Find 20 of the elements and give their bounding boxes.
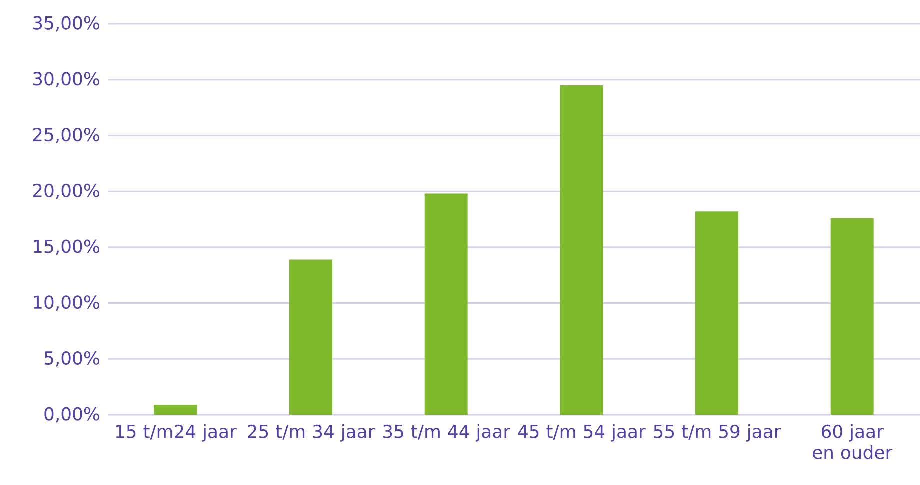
- bar: [696, 212, 739, 415]
- y-tick-label: 0,00%: [44, 407, 100, 423]
- x-tick-label: 60 jaar en ouder: [813, 424, 893, 460]
- x-tick-label: 15 t/m24 jaar: [116, 424, 237, 442]
- bar: [560, 85, 604, 415]
- y-tick-label: 35,00%: [33, 16, 100, 32]
- x-tick-label: 55 t/m 59 jaar: [654, 424, 782, 442]
- bar: [424, 194, 468, 415]
- y-tick-label: 10,00%: [34, 296, 100, 311]
- y-tick-label: 20,00%: [33, 184, 100, 200]
- y-tick-label: 30,00%: [33, 72, 100, 88]
- x-tick-label: 45 t/m 54 jaar: [518, 424, 646, 442]
- bar: [830, 218, 874, 415]
- y-tick-label: 5,00%: [44, 351, 100, 367]
- x-tick-label: 25 t/m 34 jaar: [248, 424, 376, 442]
- bar: [154, 404, 198, 415]
- x-tick-label: 35 t/m 44 jaar: [383, 424, 511, 442]
- y-tick-label: 25,00%: [33, 128, 100, 144]
- bar: [290, 260, 333, 415]
- y-tick-label: 15,00%: [34, 240, 100, 256]
